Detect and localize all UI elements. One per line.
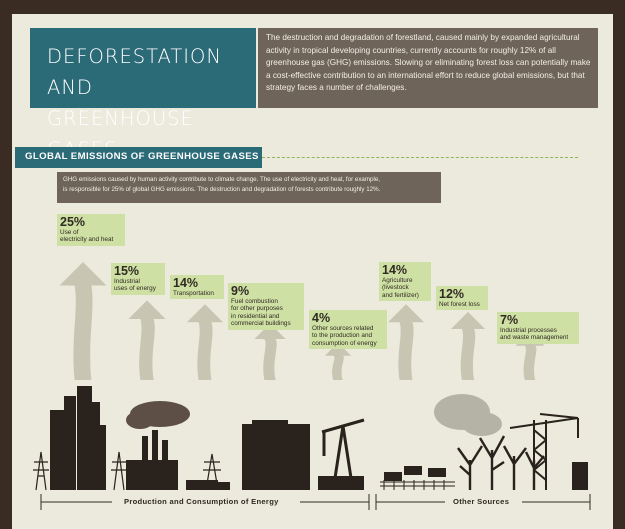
emission-description: (livestock [382, 284, 409, 292]
factory-icon [126, 460, 178, 490]
group-label-other: Other Sources [453, 497, 510, 506]
section-divider [262, 157, 578, 158]
barrel-icon [572, 462, 588, 490]
emission-description: consumption of energy [312, 339, 377, 347]
page-title: DEFORESTATION AND GREENHOUSE GASES [47, 41, 256, 165]
dead-tree-icon [457, 435, 545, 490]
emission-percent: 25% [60, 215, 86, 229]
oil-pump-icon [321, 418, 365, 479]
emission-label: 14% Transportation [170, 275, 224, 300]
emission-percent: 14% [382, 263, 408, 277]
emission-percent: 15% [114, 264, 140, 278]
emission-percent: 7% [500, 313, 519, 327]
other-bracket-left [375, 494, 445, 510]
emission-description: uses of energy [114, 285, 156, 293]
emission-description: Other sources related [312, 325, 374, 332]
emission-label: 4% Other sources related to the production… [309, 310, 387, 350]
emission-arrow [128, 300, 166, 380]
emission-percent: 14% [173, 276, 199, 290]
note-line-2: is responsible for 25% of global GHG emi… [63, 186, 381, 193]
emission-arrow [254, 323, 286, 380]
truck-icon [186, 480, 218, 490]
emission-description: commercial buildings [231, 320, 291, 328]
emission-description: Transportation [173, 290, 214, 297]
emission-label: 9% Fuel combustion for other purposes in re… [228, 283, 304, 330]
emission-arrow [59, 262, 107, 380]
crane-icon [509, 413, 579, 490]
emission-percent: 12% [439, 287, 465, 301]
title-line-1: DEFORESTATION AND [47, 45, 222, 99]
emission-label: 25% Use of electricity and heat [57, 214, 125, 246]
section-title: GLOBAL EMISSIONS OF GREENHOUSE GASES [25, 151, 259, 162]
building-icon [98, 425, 106, 490]
building-icon [242, 424, 310, 490]
note-line-1: GHG emissions caused by human activity c… [63, 176, 380, 183]
emission-description: Net forest loss [439, 301, 480, 308]
energy-bracket-right [300, 494, 370, 510]
emission-description: Industrial [114, 278, 140, 285]
emission-arrow [186, 304, 224, 380]
emission-label: 14% Agriculture (livestock and fertilizer) [379, 262, 431, 302]
group-label-energy: Production and Consumption of Energy [124, 497, 279, 506]
emission-description: in residential and [231, 312, 280, 320]
emission-label: 12% Net forest loss [436, 286, 488, 311]
section-header: GLOBAL EMISSIONS OF GREENHOUSE GASES [15, 147, 262, 168]
emission-arrow [387, 304, 425, 380]
emission-description: Use of [60, 229, 79, 236]
emission-description: to the production and [312, 332, 373, 340]
other-bracket-right [522, 494, 591, 510]
power-tower-icon [203, 453, 221, 491]
emission-description: and waste management [500, 334, 569, 342]
intro-paragraph: The destruction and degradation of fores… [258, 28, 598, 108]
emission-description: and fertilizer) [382, 291, 419, 299]
power-tower-icon [111, 451, 127, 491]
building-icon [90, 402, 100, 490]
energy-bracket-left [40, 494, 112, 510]
emission-label: 15% Industrial uses of energy [111, 263, 165, 295]
emission-description: Fuel combustion [231, 298, 278, 305]
emission-percent: 9% [231, 284, 250, 298]
emission-arrow [324, 342, 352, 380]
power-tower-icon [33, 451, 49, 491]
emission-description: electricity and heat [60, 236, 114, 244]
emission-description: for other purposes [231, 305, 283, 313]
explanatory-note: GHG emissions caused by human activity c… [57, 172, 441, 203]
fence-icon [380, 480, 455, 490]
emission-label: 7% Industrial processes and waste manageme… [497, 312, 579, 344]
emission-arrow [450, 311, 486, 380]
building-icon [64, 396, 76, 490]
livestock-icon [384, 466, 446, 481]
emission-description: Industrial processes [500, 327, 557, 334]
emission-percent: 4% [312, 311, 331, 325]
building-icon [77, 386, 92, 490]
emission-description: Agriculture [382, 277, 413, 284]
building-icon [50, 410, 64, 490]
title-box: DEFORESTATION AND GREENHOUSE GASES [30, 28, 256, 161]
